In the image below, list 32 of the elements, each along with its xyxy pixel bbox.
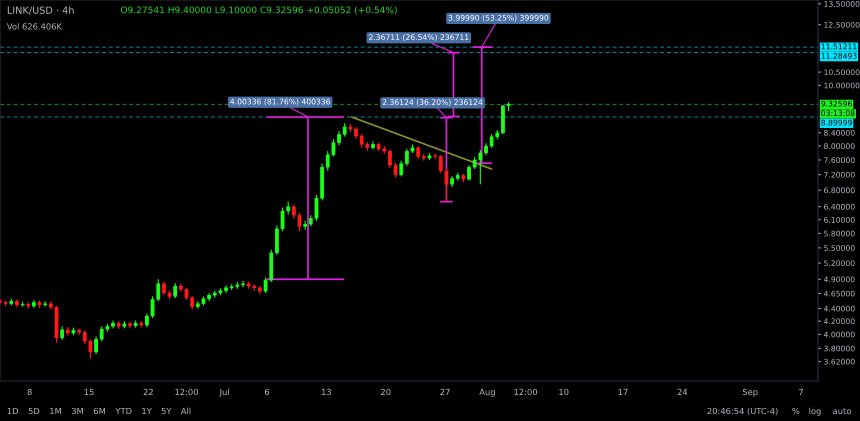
text: 1Y: [142, 408, 152, 414]
text: All: [180, 408, 190, 414]
text: 1D: [8, 408, 18, 414]
text: 6M: [94, 408, 106, 414]
text: log: [809, 408, 821, 416]
x-tick-label: 22: [144, 388, 153, 395]
x-tick-label: 15: [84, 388, 94, 396]
annotation: Vol 626.406K: [6, 23, 62, 30]
x-tick-label: 6: [264, 388, 270, 396]
x-tick-label: 12:00: [175, 388, 198, 396]
x-tick-label: 10: [559, 388, 568, 396]
x-tick-label: Jul: [219, 388, 229, 397]
text: 5Y: [162, 408, 172, 414]
text: auto: [833, 408, 851, 414]
x-tick-label: 13: [322, 388, 331, 396]
text: O9.27541 H9.40000 L9.10000 C9.32596 +0.05052 (+0.54%): [120, 6, 397, 14]
text: YTD: [115, 408, 132, 414]
text: %: [792, 408, 800, 414]
text: 3M: [72, 408, 83, 414]
x-tick-label: 17: [618, 388, 628, 395]
x-tick-label: 7: [799, 388, 803, 395]
x-tick-label: 12:00: [514, 388, 538, 396]
x-tick-label: 20: [381, 388, 390, 396]
text: 1M: [50, 408, 61, 414]
x-tick-label: 24: [678, 388, 688, 395]
text: LINK/USD · 4h: [8, 6, 74, 15]
text: 5D: [28, 408, 40, 414]
x-tick-label: Aug: [479, 388, 495, 397]
x-tick-label: 27: [440, 388, 450, 395]
x-tick-label: 8: [28, 388, 32, 396]
text: 20:46:54 (UTC-4): [708, 408, 778, 416]
x-tick-label: Sep: [742, 388, 758, 397]
